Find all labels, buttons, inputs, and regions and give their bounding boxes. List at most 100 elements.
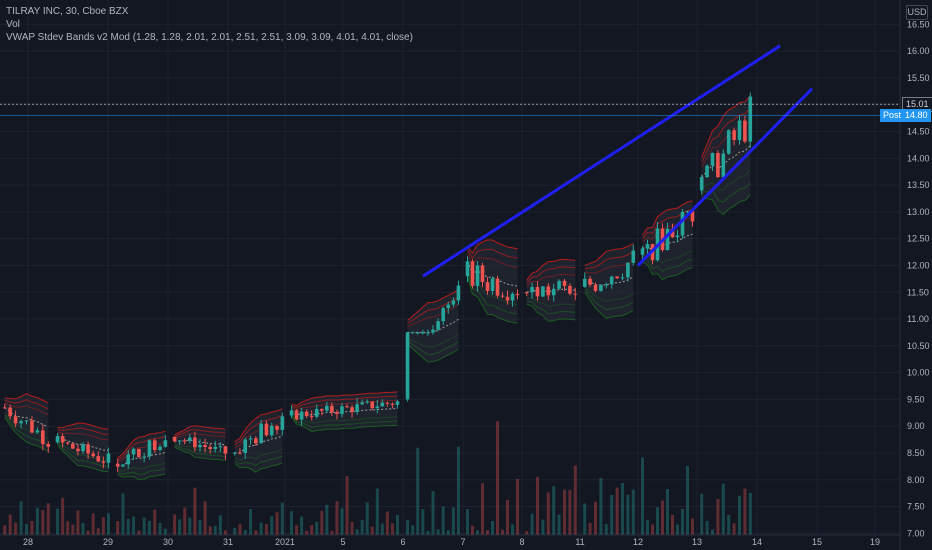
price-tick: 16.50 [907,19,930,29]
time-tick: 11 [575,537,584,547]
volume-bar [340,508,344,535]
candle-body [515,293,520,296]
indicator-label[interactable]: VWAP Stdev Bands v2 Mod (1.28, 1.28, 2.0… [6,32,413,43]
volume-bar [193,487,197,535]
candle-body [705,165,709,178]
volume-bar [541,519,545,535]
symbol-title[interactable]: TILRAY INC, 30, Cboe BZX [6,6,129,17]
volume-bar [604,524,608,535]
volume-bar [259,522,263,535]
volume-bar [481,483,484,535]
price-tick: 11.00 [907,314,929,324]
candle-body [188,437,192,441]
volume-bar [721,483,725,535]
volume-bar [295,525,299,535]
volume-bar [264,524,268,535]
candle-body [269,425,274,436]
candle-body [557,280,561,289]
volume-bar [626,494,630,535]
volume-bar [121,493,125,535]
candle-body [431,329,435,333]
volume-bar [456,446,460,535]
volume-bars [3,421,752,535]
volume-bar [218,515,222,535]
candle-body [441,308,445,322]
lower-band-line [642,258,693,272]
candle-body [568,285,572,294]
volume-bar [705,520,709,535]
volume-bar [573,465,577,535]
volume-bar [594,501,597,535]
upper-band-line [234,421,283,448]
candle-body [350,407,354,412]
candle-body [152,440,157,450]
volume-bar [395,515,399,535]
lower-band-line [407,343,459,363]
candle-body [465,261,470,277]
candle-body [106,453,111,463]
volume-bar [30,521,34,535]
candle-body [30,420,34,433]
price-tick: 7.50 [907,502,925,512]
volume-bar [656,507,659,535]
volume-bar [14,522,18,535]
lower-band-line [117,467,166,475]
lower-band-line [526,297,576,307]
time-tick: 12 [633,537,643,547]
candle-body [675,235,680,238]
volume-bar [491,520,494,535]
candle-body [524,292,529,294]
currency-badge[interactable]: USD [906,5,928,20]
candle-body [309,416,314,418]
lower-band-line [174,446,226,462]
candle-body [716,152,720,178]
volume-bar [711,529,714,535]
candle-body [289,410,294,416]
price-tick: 9.00 [907,421,925,431]
upper-band-line [526,273,576,287]
candle-body [319,409,324,411]
volume-bar [441,506,445,535]
lower-band-line [701,194,751,216]
vwap-line [701,145,751,178]
upper-band-line [117,441,166,463]
volume-bar [681,509,684,535]
lower-band-line [642,261,693,281]
trendline [636,87,814,267]
candle-body [415,332,420,334]
volume-label[interactable]: Vol [6,19,20,30]
lower-band-line [407,333,459,348]
time-tick: 2021 [275,537,295,547]
lower-band-line [467,276,518,324]
volume-bar [325,504,329,535]
candle-body [485,282,490,291]
candle-body [426,332,430,334]
candle-body [142,456,146,458]
upper-band-line [234,415,283,446]
volume-bar [249,509,253,535]
upper-band-line [642,200,693,236]
volume-bar [380,523,384,535]
candle-body [46,443,51,447]
candle-body [254,438,258,444]
upper-band-line [174,432,226,439]
volume-bar [106,513,110,535]
time-tick: 6 [400,537,405,547]
volume-bar [676,524,679,535]
candle-body [355,404,359,412]
candle-body [699,177,704,191]
volume-bar [583,503,587,535]
candle-body [505,296,510,301]
volume-bar [411,525,415,535]
volume-bar [208,526,212,535]
upper-band-line [701,120,751,168]
candle-body [535,286,540,297]
volume-bar [126,518,130,535]
candle-body [436,321,440,330]
volume-bar [183,507,187,535]
volume-bar [743,488,747,535]
volume-bar [748,492,752,535]
lower-band-line [4,416,49,452]
volume-bar [536,476,539,535]
